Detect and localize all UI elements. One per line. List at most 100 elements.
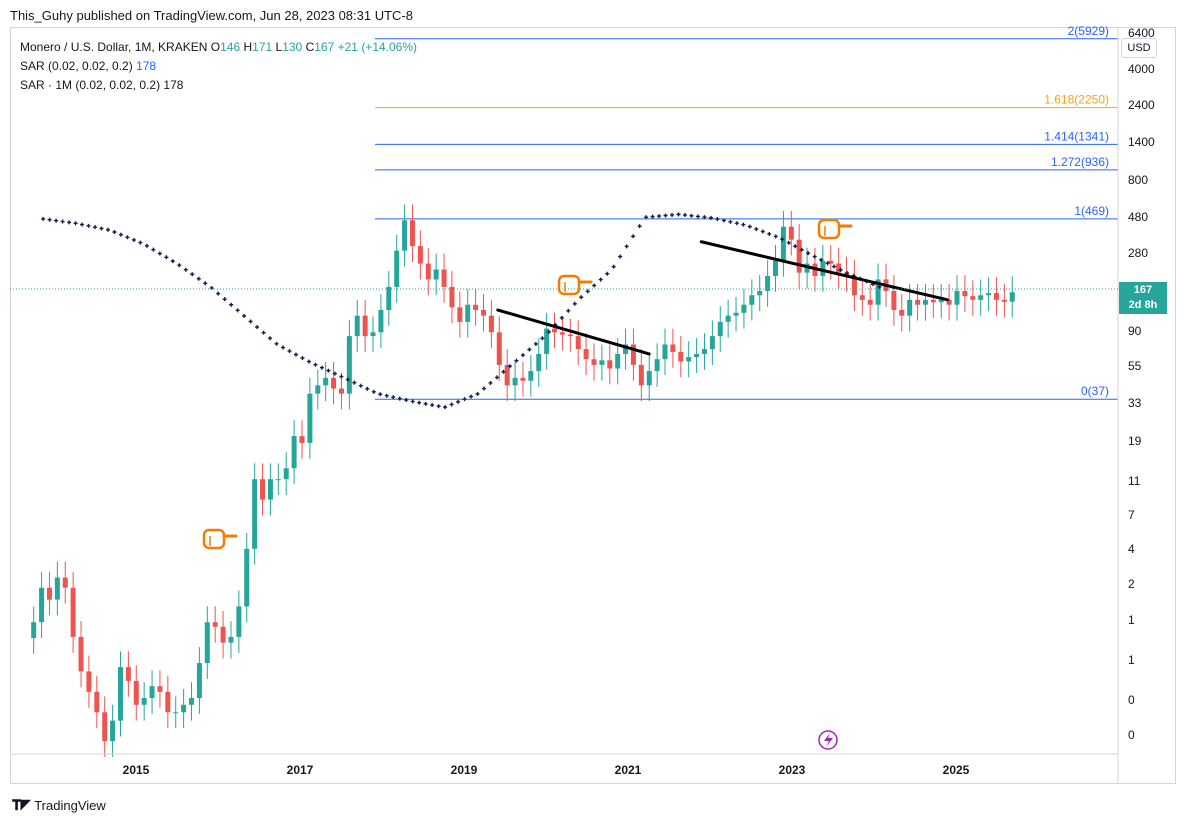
time-tick-label: 2023 [779,763,806,777]
candle-body [709,336,715,350]
candle-body [623,344,629,354]
trendline[interactable] [496,308,651,356]
candle-body [267,479,273,500]
sar-dot [663,213,668,218]
candle-body [899,310,905,316]
sar-dot [715,217,720,222]
sar-dot [540,336,545,341]
pointing-hand-icon[interactable] [202,528,238,550]
price-tick-label: 2400 [1128,98,1155,112]
candle-body [315,385,321,394]
trendline[interactable] [699,240,950,302]
candle-body [275,479,281,481]
sar-dot [196,276,201,281]
candle-body [110,720,116,742]
sar-dot [423,401,428,406]
candle-body [733,312,739,316]
sar-dot [345,377,350,382]
chart-legend: Monero / U.S. Dollar, 1M, KRAKEN O146 H1… [20,38,417,95]
candle-body [583,349,589,360]
candle-body [930,299,936,303]
symbol-name[interactable]: Monero / U.S. Dollar, 1M, KRAKEN [20,40,208,54]
fib-level-label: 1.272(936) [1051,155,1109,169]
price-tick-label: 0 [1128,728,1135,742]
sar-dot [657,214,662,219]
candle-body [701,349,707,354]
price-tick-label: 11 [1128,474,1141,488]
candle-body [465,304,471,322]
candle-body [496,332,502,365]
sar-dot [676,212,681,217]
sar-dot [138,240,143,245]
candle-body [615,353,621,369]
candle-body [331,377,337,389]
candle-body [220,626,226,643]
candle-body [70,587,76,637]
candle-body [915,299,921,305]
candle-body [772,260,778,276]
candle-body [473,304,479,311]
candle-body [749,295,755,305]
high-label: H [243,40,253,54]
sar-dot [332,371,337,376]
sar-1-name: SAR (0.02, 0.02, 0.2) [20,59,133,73]
candle-body [449,286,455,308]
candle-body [591,359,597,365]
sar-dot [229,302,234,307]
candle-body [441,269,447,287]
sar-row-2[interactable]: SAR · 1M (0.02, 0.02, 0.2) 178 [20,76,417,95]
open-value: 146 [220,40,241,54]
sar-dot [313,362,318,367]
pointing-hand-icon[interactable] [817,218,853,240]
low-label: L [275,40,283,54]
sar-dot [767,231,772,236]
candle-body [133,680,139,705]
time-tick-label: 2017 [287,763,314,777]
sar-dot [559,315,564,320]
sar-dot [80,222,85,227]
sar-dot [105,227,110,232]
sar-dot [456,399,461,404]
candle-body [686,357,692,362]
sar-dot [365,386,370,391]
candle-body [867,299,873,305]
sar-dot [695,214,700,219]
sar-dot [157,251,162,256]
candle-body [1009,292,1015,302]
sar-2-value: 178 [163,78,184,92]
close-label: C [305,40,315,54]
fib-level-label: 1.618(2250) [1044,93,1109,107]
fib-level-label: 1.414(1341) [1044,129,1109,143]
candle-body [859,295,865,300]
candle-body [599,360,605,365]
flash-icon[interactable] [818,730,838,750]
price-tick-label: 6400 [1128,26,1155,40]
candle-body [922,299,928,305]
candle-body [836,263,842,273]
sar-dot [131,237,136,242]
currency-button[interactable]: USD [1121,38,1157,58]
price-tick-label: 480 [1128,210,1148,224]
sar-dot [118,232,123,237]
sar-dot [67,220,72,225]
sar-dot [533,341,538,346]
sar-row-1[interactable]: SAR (0.02, 0.02, 0.2) 178 [20,57,417,76]
candle-body [260,479,266,500]
sar-dot [708,215,713,220]
candle-body [204,622,210,664]
tradingview-logo[interactable]: 𝐓◤ TradingView [12,797,106,814]
sar-dot [352,380,357,385]
sar-dot [300,356,305,361]
candle-body [291,436,297,469]
fib-level-label: 1(469) [1074,204,1109,218]
sar-dot [410,399,415,404]
sar-dot [306,359,311,364]
sar-dot [183,267,188,272]
sar-dot [190,272,195,277]
candle-body [962,290,968,297]
sar-dot [773,234,778,239]
sar-dot [520,353,525,358]
price-tick-label: 800 [1128,173,1148,187]
candle-body [149,686,155,699]
